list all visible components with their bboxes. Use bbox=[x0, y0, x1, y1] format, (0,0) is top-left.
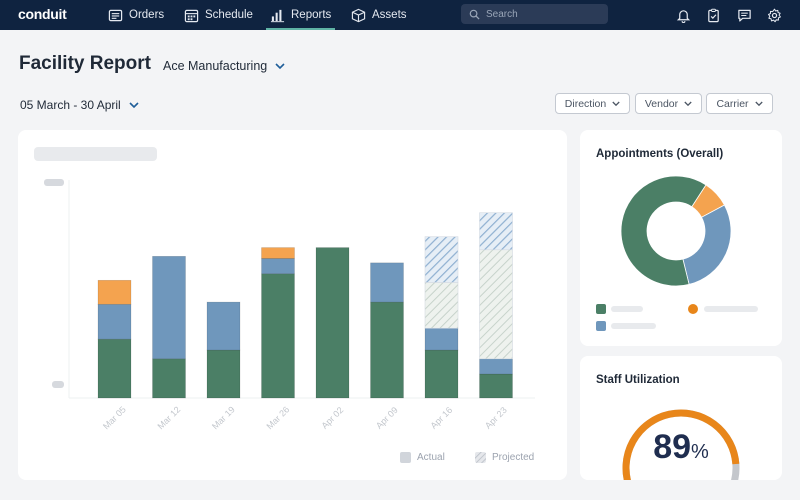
legend-projected-label: Projected bbox=[492, 452, 535, 463]
utilization-gauge bbox=[622, 409, 740, 480]
search-box[interactable] bbox=[461, 4, 608, 24]
clipboard-check-icon bbox=[707, 8, 719, 22]
x-tick-label: Apr 23 bbox=[483, 405, 509, 431]
appointments-donut bbox=[620, 175, 732, 287]
date-range-label: 05 March - 30 April bbox=[20, 98, 121, 112]
staff-utilization-title: Staff Utilization bbox=[596, 374, 680, 386]
facility-selector[interactable]: Ace Manufacturing bbox=[163, 59, 285, 73]
direction-filter-label: Direction bbox=[564, 97, 607, 110]
bar-segment[interactable] bbox=[424, 327, 459, 351]
chart-title-placeholder bbox=[34, 147, 157, 161]
legend-placeholder bbox=[611, 306, 643, 312]
bar-chart-icon bbox=[270, 9, 285, 22]
nav-assets[interactable]: Assets bbox=[351, 0, 407, 30]
search-icon bbox=[469, 9, 480, 20]
bar-segment[interactable] bbox=[206, 349, 241, 399]
bar-segment-projected[interactable] bbox=[479, 249, 513, 360]
nav-schedule-label: Schedule bbox=[205, 9, 253, 21]
bar-segment[interactable] bbox=[315, 247, 350, 399]
search-input[interactable] bbox=[486, 8, 596, 20]
notifications-button[interactable] bbox=[674, 6, 692, 24]
chevron-down-icon bbox=[275, 62, 285, 69]
facility-name: Ace Manufacturing bbox=[163, 59, 268, 73]
list-icon bbox=[108, 9, 123, 21]
bar-segment[interactable] bbox=[424, 349, 459, 399]
bar-chart-card: Mar 05 Mar 12 Mar 19 Mar 26 Apr 02 Apr 09 Apr … bbox=[18, 130, 567, 480]
bar-segment[interactable] bbox=[152, 358, 186, 399]
appointments-title: Appointments (Overall) bbox=[596, 148, 724, 160]
nav-reports-label: Reports bbox=[291, 9, 332, 21]
x-tick-label: Apr 09 bbox=[374, 405, 400, 431]
bar-segment[interactable] bbox=[152, 256, 186, 360]
legend-projected-swatch bbox=[475, 452, 486, 463]
staff-utilization-card: Staff Utilization 89% bbox=[580, 356, 782, 480]
legend-blue-swatch bbox=[596, 321, 606, 331]
bar-segment-projected[interactable] bbox=[424, 236, 459, 283]
legend-actual-swatch bbox=[400, 452, 411, 463]
bar-segment[interactable] bbox=[97, 303, 132, 340]
x-tick-label: Mar 05 bbox=[101, 404, 128, 431]
calendar-icon bbox=[184, 9, 199, 22]
legend-projected: Projected bbox=[475, 452, 534, 463]
y-axis-max-placeholder bbox=[44, 179, 64, 186]
gauge-fill bbox=[622, 409, 740, 480]
nav-orders-label: Orders bbox=[129, 9, 165, 21]
legend-placeholder bbox=[704, 306, 758, 312]
appointments-card: Appointments (Overall) bbox=[580, 130, 782, 346]
nav-reports[interactable]: Reports bbox=[265, 0, 336, 30]
bar-segment[interactable] bbox=[261, 258, 295, 275]
carrier-filter-label: Carrier bbox=[716, 97, 749, 110]
tasks-button[interactable] bbox=[704, 6, 722, 24]
top-nav: conduit Orders Schedule Reports Assets bbox=[0, 0, 800, 30]
settings-button[interactable] bbox=[765, 6, 783, 24]
x-tick-label: Apr 02 bbox=[319, 405, 345, 431]
vendor-filter-label: Vendor bbox=[644, 97, 679, 110]
x-tick-label: Mar 12 bbox=[155, 404, 182, 431]
donut-slice[interactable] bbox=[682, 204, 732, 285]
utilization-value: 89% bbox=[580, 428, 782, 467]
utilization-unit: % bbox=[691, 441, 709, 463]
bar-segment[interactable] bbox=[479, 373, 513, 399]
logo[interactable]: conduit bbox=[18, 6, 67, 22]
gear-icon bbox=[767, 8, 781, 22]
legend-actual: Actual bbox=[400, 452, 445, 463]
nav-schedule[interactable]: Schedule bbox=[184, 0, 253, 30]
bar-segment[interactable] bbox=[370, 262, 404, 303]
bar-chart: Mar 05 Mar 12 Mar 19 Mar 26 Apr 02 Apr 09 Apr … bbox=[44, 179, 535, 431]
date-range-selector[interactable]: 05 March - 30 April bbox=[20, 98, 139, 112]
vendor-filter[interactable]: Vendor bbox=[635, 93, 702, 114]
chevron-down-icon bbox=[129, 101, 139, 108]
donut-slice[interactable] bbox=[620, 175, 707, 287]
utilization-number: 89 bbox=[653, 428, 692, 466]
nav-orders[interactable]: Orders bbox=[108, 0, 164, 30]
y-axis-min-placeholder bbox=[52, 381, 64, 388]
messages-button[interactable] bbox=[735, 6, 753, 24]
bar-segment[interactable] bbox=[206, 301, 241, 351]
chevron-down-icon bbox=[612, 101, 620, 106]
chevron-down-icon bbox=[684, 101, 692, 106]
bar-segment[interactable] bbox=[261, 273, 295, 399]
legend-actual-label: Actual bbox=[417, 452, 445, 463]
chevron-down-icon bbox=[754, 101, 763, 106]
bell-icon bbox=[676, 9, 690, 23]
bar-segment[interactable] bbox=[97, 279, 132, 305]
legend-orange-swatch bbox=[688, 304, 698, 314]
bar-segment[interactable] bbox=[370, 301, 404, 399]
chat-icon bbox=[737, 9, 751, 22]
bar-segment[interactable] bbox=[261, 247, 295, 259]
x-tick-label: Apr 16 bbox=[428, 405, 454, 431]
bar-segment[interactable] bbox=[97, 338, 132, 399]
bar-segment[interactable] bbox=[479, 358, 513, 375]
legend-placeholder bbox=[611, 323, 656, 329]
bar-segment-projected[interactable] bbox=[424, 282, 459, 329]
x-tick-label: Mar 19 bbox=[210, 404, 237, 431]
legend-green-swatch bbox=[596, 304, 606, 314]
carrier-filter[interactable]: Carrier bbox=[706, 93, 773, 114]
box-icon bbox=[351, 8, 366, 22]
x-tick-label: Mar 26 bbox=[264, 404, 291, 431]
nav-assets-label: Assets bbox=[372, 9, 407, 21]
bar-segment-projected[interactable] bbox=[479, 212, 513, 251]
direction-filter[interactable]: Direction bbox=[555, 93, 630, 114]
page-title: Facility Report bbox=[19, 53, 151, 74]
